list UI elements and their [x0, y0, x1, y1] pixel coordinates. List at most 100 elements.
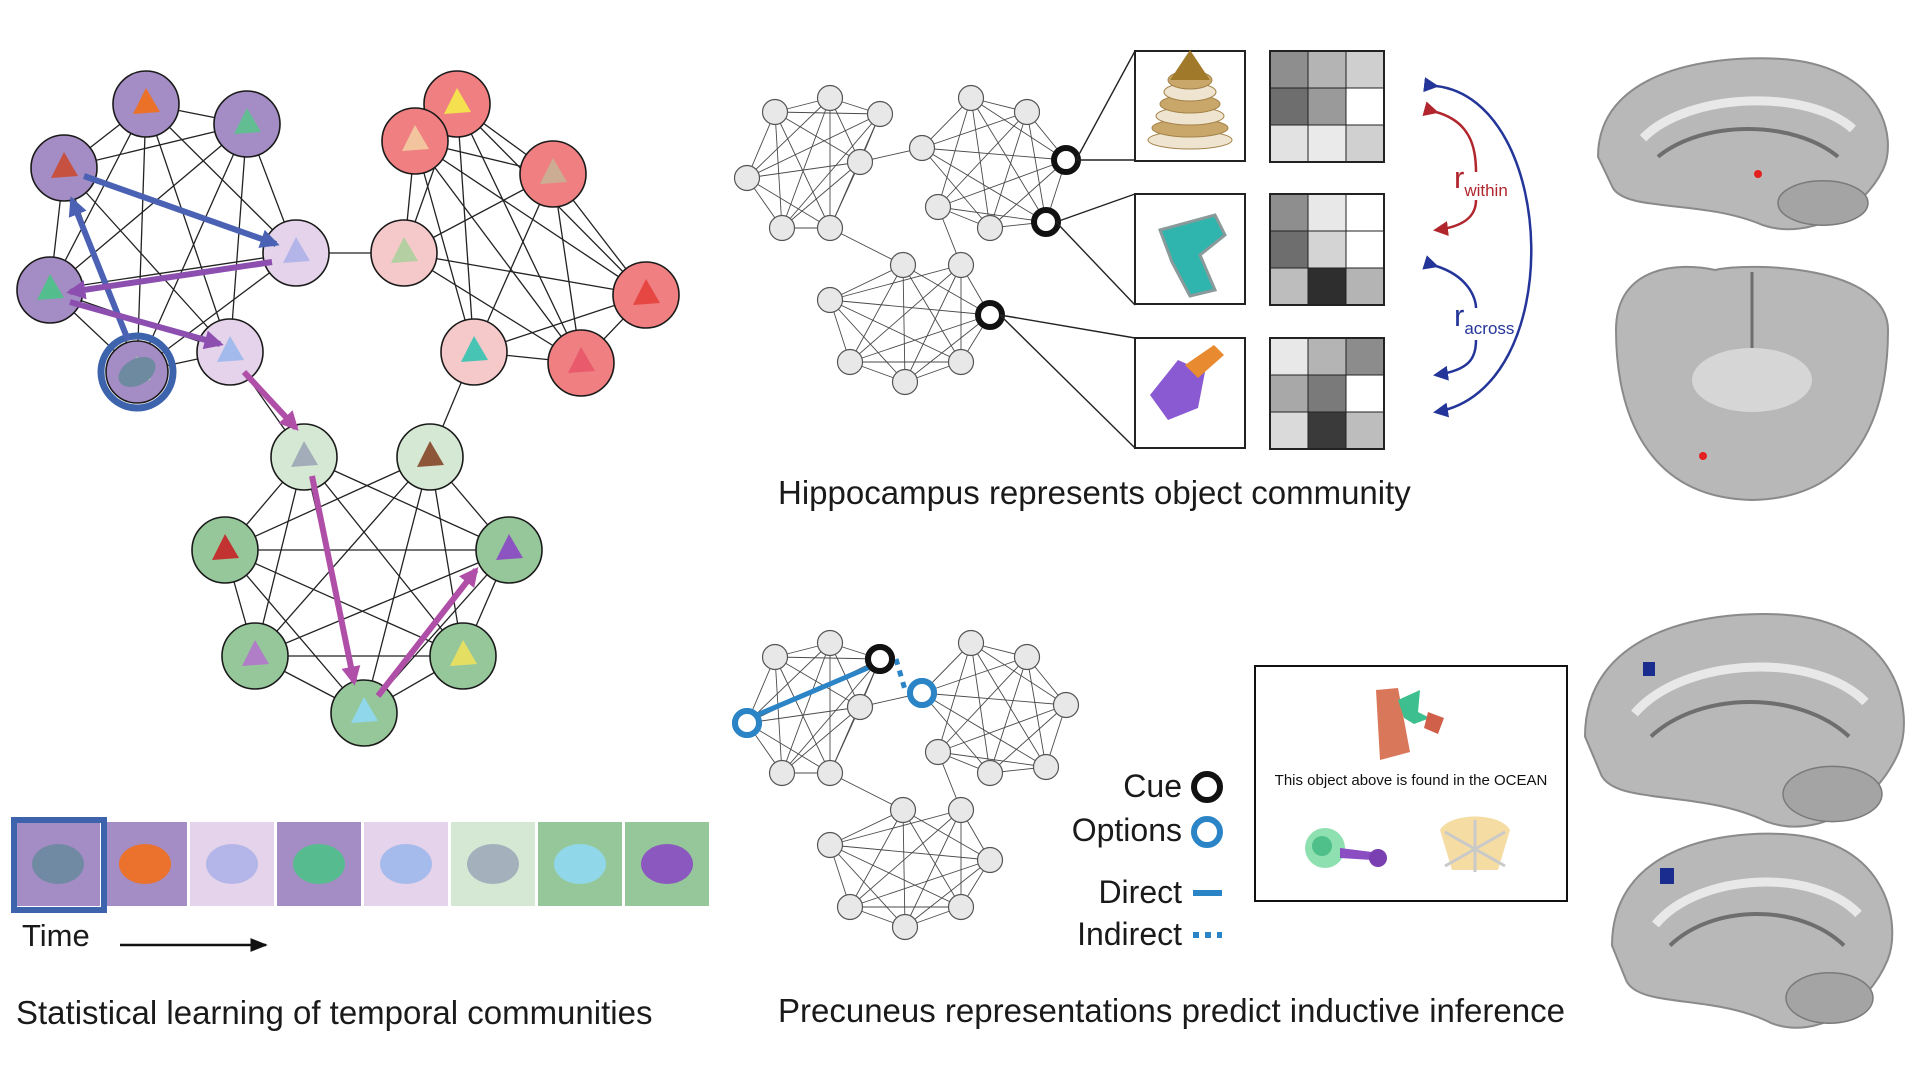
rsm-cell [1307, 87, 1347, 126]
gray-graph-edge [970, 642, 991, 774]
sequence-object-glyph [206, 844, 258, 884]
node-object-glyph [212, 534, 239, 560]
hippocampus-cluster [1754, 170, 1762, 178]
rsm-cell [1307, 374, 1347, 413]
gray-graph-node [836, 893, 864, 921]
gray-graph-edge [746, 161, 861, 179]
gray-graph-edge [904, 859, 991, 928]
brain-slices [1583, 57, 1905, 1029]
node-object-glyph [217, 336, 244, 362]
precuneus-cluster [1660, 868, 1674, 884]
walk-arrow [69, 299, 224, 350]
rsm-frame [1269, 50, 1385, 163]
rsm-cell [1269, 193, 1309, 232]
gray-graph-edge [849, 264, 962, 363]
gray-graph-edge [937, 656, 1028, 753]
gray-graph-node [816, 84, 844, 112]
walk-arrow [309, 475, 361, 686]
node-object-glyph [540, 158, 567, 184]
community-graph-gray-b [733, 50, 1136, 449]
direct-connection [756, 664, 871, 718]
zoom-line [999, 314, 1136, 449]
gray-graph-node [889, 251, 917, 279]
gray-graph-node [976, 759, 1004, 787]
gray-graph-node [866, 100, 894, 128]
gray-graph-edge [921, 147, 1067, 161]
legend-symbols [1191, 771, 1223, 938]
gray-graph-edge [781, 97, 831, 229]
object-sequence-strip [11, 817, 709, 913]
sequence-object-glyph [467, 844, 519, 884]
gray-graph-node [768, 214, 796, 242]
zoom-line [999, 314, 1136, 339]
object-examples [1134, 50, 1246, 449]
time-label: Time [22, 918, 90, 953]
gray-graph-node [947, 893, 975, 921]
node-object-glyph [133, 88, 160, 114]
gray-graph-node [957, 84, 985, 112]
cue-legend-symbol [1191, 771, 1223, 803]
gray-graph-edge [849, 314, 991, 363]
node-object-glyph [234, 108, 261, 134]
rsm-cell [1307, 411, 1347, 450]
rsm-cell [1307, 50, 1347, 89]
graph-edge [229, 123, 248, 353]
node-object-glyph [391, 237, 418, 263]
highlighted-node [1051, 145, 1081, 175]
node-object-glyph [496, 534, 523, 560]
community-graph-gray-c [732, 629, 1080, 941]
rsm-cell [1345, 50, 1385, 89]
r-across-label: racross [1454, 298, 1514, 338]
gray-graph-edge [829, 844, 906, 928]
gray-graph-edge [781, 161, 861, 229]
node-object-glyph [51, 152, 78, 178]
r-within-r: r [1454, 160, 1465, 195]
cue-node [865, 644, 895, 674]
gray-graph-edge [774, 111, 881, 115]
gray-graph-edge [902, 264, 991, 316]
gray-graph-edge [970, 642, 1047, 768]
rsm-cell [1345, 374, 1385, 413]
rsm-cell [1307, 193, 1347, 232]
white-matter [1652, 877, 1862, 928]
rsm-cell [1269, 230, 1309, 269]
gray-graph-edge [904, 314, 991, 383]
rsm-cell [1345, 124, 1385, 163]
options-legend-symbol [1191, 816, 1223, 848]
gray-graph-edge [1026, 111, 1047, 223]
cue-legend-label: Cue [1123, 768, 1182, 804]
direct-legend-label: Direct [1098, 874, 1182, 910]
gray-graph-edge [970, 97, 1047, 223]
gray-graph-node [816, 214, 844, 242]
indirect-legend-label: Indirect [1077, 916, 1182, 952]
gray-graph-edge [829, 227, 904, 266]
gray-graph-node [846, 693, 874, 721]
rsm-cell [1269, 50, 1309, 89]
gray-graph-node [768, 759, 796, 787]
node-object-glyph [351, 697, 378, 723]
gray-graph-edge [989, 704, 1067, 774]
gray-graph-edge [902, 809, 962, 908]
rsm-cell [1345, 411, 1385, 450]
node-object-glyph [283, 237, 310, 263]
gray-graph-edge [904, 264, 962, 383]
rsm-cell [1269, 337, 1309, 376]
rsm-cell [1345, 87, 1385, 126]
gray-graph-node [816, 286, 844, 314]
graph-edge [49, 123, 248, 291]
gray-graph-edge [902, 809, 906, 928]
gray-graph-edge [937, 97, 972, 208]
node-object-glyph [242, 640, 269, 666]
gray-graph-edge [849, 264, 904, 363]
gray-graph-edge [849, 809, 962, 908]
gray-graph-edge [746, 642, 831, 724]
rsm-cell [1345, 267, 1385, 306]
gray-graph-edge [902, 264, 962, 363]
rsm-cell [1269, 267, 1309, 306]
rsm-cell [1307, 230, 1347, 269]
gray-graph-node [836, 348, 864, 376]
gray-graph-node [733, 164, 761, 192]
gray-graph-node [947, 251, 975, 279]
gray-graph-node [816, 831, 844, 859]
gray-graph-edge [746, 722, 831, 774]
